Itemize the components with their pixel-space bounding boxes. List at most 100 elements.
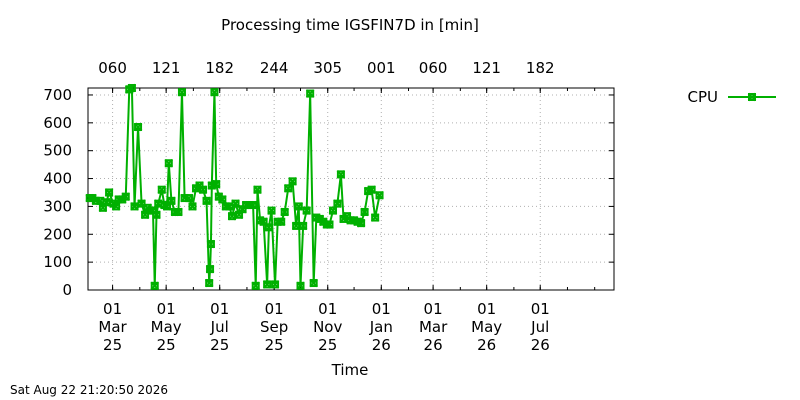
- y-tick-label: 100: [43, 253, 72, 271]
- y-tick-label: 700: [43, 86, 72, 104]
- top-tick-label: 244: [260, 59, 289, 77]
- x-tick-label: 26: [477, 336, 496, 354]
- x-tick-label: Mar: [98, 318, 127, 336]
- data-point: [280, 207, 289, 217]
- data-point: [367, 185, 376, 194]
- data-point: [218, 195, 227, 204]
- data-point: [211, 179, 221, 189]
- top-tick-label: 305: [313, 59, 342, 77]
- x-tick-label: 01: [103, 300, 122, 318]
- x-tick-label: Jul: [210, 318, 229, 336]
- data-point: [305, 89, 315, 98]
- data-point: [270, 280, 280, 289]
- top-tick-label: 182: [526, 59, 555, 77]
- x-tick-label: 26: [531, 336, 550, 354]
- x-tick-label: 01: [265, 300, 284, 318]
- data-point: [231, 199, 240, 208]
- x-tick-label: May: [471, 318, 502, 336]
- x-tick-label: 01: [157, 300, 176, 318]
- data-point: [336, 170, 346, 179]
- x-axis-label: Time: [331, 361, 369, 379]
- x-tick-label: 01: [424, 300, 443, 318]
- data-point: [121, 192, 130, 201]
- data-point: [296, 281, 305, 291]
- x-tick-label: Jul: [530, 318, 549, 336]
- data-point: [294, 202, 303, 211]
- x-tick-label: 01: [372, 300, 391, 318]
- y-tick-label: 200: [43, 225, 72, 243]
- data-point: [130, 202, 139, 211]
- x-tick-label: 26: [424, 336, 443, 354]
- chart-title: Processing time IGSFIN7D in [min]: [221, 16, 479, 34]
- x-tick-label: 25: [103, 336, 122, 354]
- data-point: [267, 206, 276, 215]
- x-tick-label: Mar: [419, 318, 448, 336]
- series-line-cpu: [89, 87, 381, 287]
- data-point: [291, 221, 301, 231]
- x-tick-label: 25: [318, 336, 337, 354]
- top-tick-label: 060: [98, 59, 127, 77]
- data-point: [253, 185, 262, 194]
- legend-marker-cpu: [747, 92, 757, 102]
- legend-label-cpu: CPU: [688, 88, 719, 106]
- data-point: [248, 200, 258, 210]
- data-point: [157, 185, 166, 194]
- plot-frame: [87, 87, 615, 291]
- x-tick-label: 01: [210, 300, 229, 318]
- data-point: [177, 87, 187, 97]
- data-point: [204, 278, 214, 288]
- data-point: [167, 196, 176, 206]
- y-tick-label: 500: [43, 142, 72, 160]
- data-point: [152, 210, 161, 219]
- x-tick-label: 25: [157, 336, 176, 354]
- data-point: [375, 191, 384, 200]
- footer-timestamp: Sat Aug 22 21:20:50 2026: [10, 383, 168, 397]
- data-point: [102, 198, 111, 207]
- data-point: [104, 188, 114, 197]
- x-tick-label: May: [151, 318, 182, 336]
- data-point: [264, 223, 274, 232]
- x-tick-labels: 01Mar2501May2501Jul2501Sep2501Nov2501Jan…: [98, 300, 549, 354]
- data-point: [184, 193, 194, 203]
- data-point: [111, 202, 121, 211]
- y-tick-labels: 0 100 200 300 400 500 600 700: [43, 86, 72, 299]
- data-point: [188, 202, 197, 211]
- data-point: [227, 211, 237, 221]
- data-point: [262, 280, 272, 289]
- data-point: [325, 220, 334, 229]
- top-tick-label: 001: [367, 59, 396, 77]
- top-tick-label: 060: [419, 59, 448, 77]
- x-tick-label: 01: [531, 300, 550, 318]
- data-point: [205, 264, 215, 274]
- x-tick-label: Sep: [260, 318, 288, 336]
- data-point: [210, 87, 219, 97]
- data-point: [202, 196, 211, 206]
- data-point: [174, 207, 183, 217]
- top-tick-label: 121: [472, 59, 501, 77]
- data-point: [298, 221, 308, 231]
- data-point: [127, 83, 137, 93]
- y-tick-label: 0: [62, 281, 72, 299]
- data-point: [251, 281, 260, 291]
- data-point: [133, 122, 143, 132]
- data-point: [150, 281, 159, 291]
- x-tick-label: Jan: [369, 318, 393, 336]
- legend: CPU: [688, 88, 776, 106]
- data-point: [370, 213, 380, 222]
- data-point: [276, 217, 286, 226]
- data-point: [284, 184, 293, 193]
- x-tick-label: Nov: [313, 318, 342, 336]
- data-point: [328, 206, 338, 215]
- x-tick-label: 01: [318, 300, 337, 318]
- data-point: [360, 207, 369, 217]
- series-cpu: [85, 83, 384, 291]
- top-tick-label: 121: [152, 59, 181, 77]
- x-tick-label: 25: [265, 336, 284, 354]
- data-point: [309, 278, 318, 288]
- x-tick-label: 26: [372, 336, 391, 354]
- data-point: [333, 199, 342, 208]
- data-point: [302, 206, 311, 215]
- x-tick-label: 25: [210, 336, 229, 354]
- y-tick-label: 300: [43, 197, 72, 215]
